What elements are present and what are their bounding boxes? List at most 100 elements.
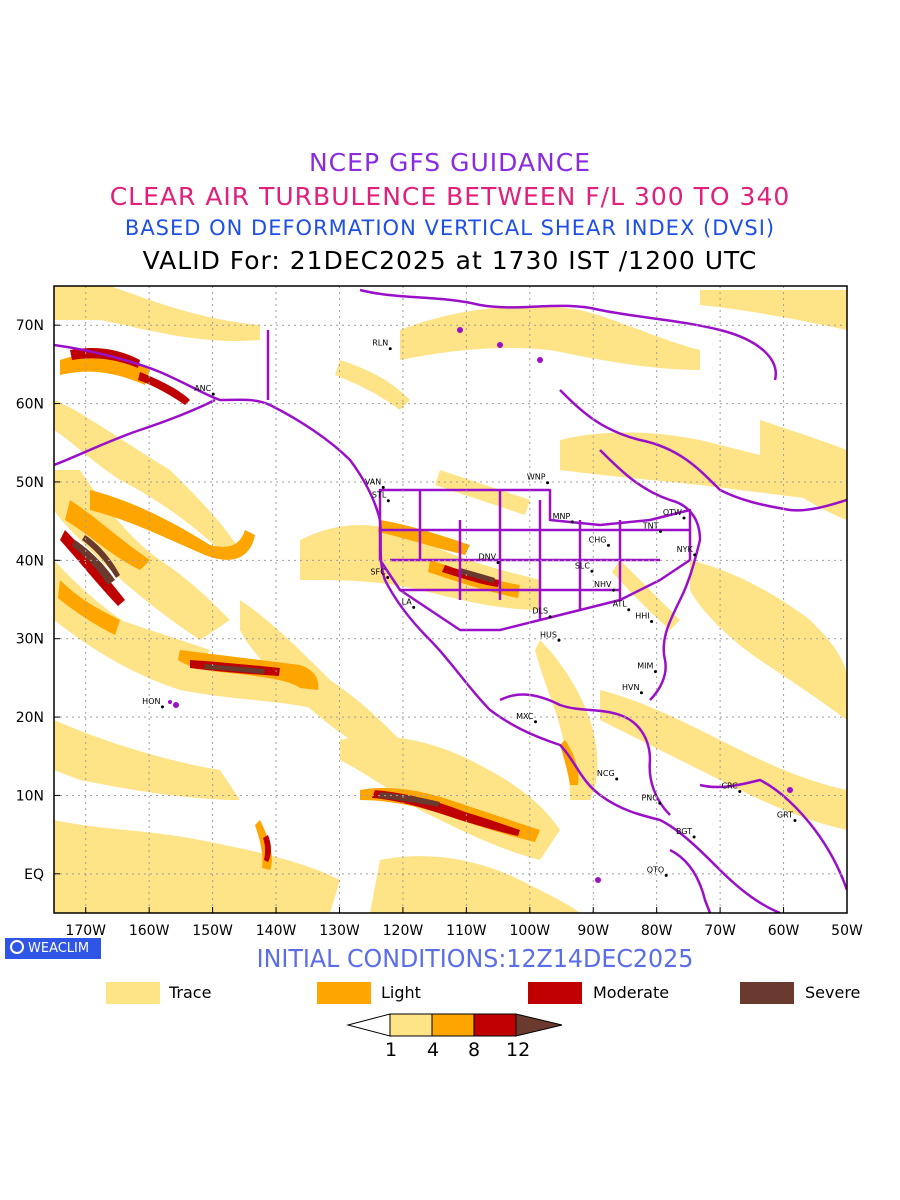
station-marker <box>496 561 500 565</box>
lon-label: 90W <box>577 923 609 939</box>
legend-label-moderate: Moderate <box>593 983 670 1002</box>
station-marker <box>548 615 552 619</box>
station-marker <box>412 605 416 609</box>
station-marker <box>160 705 164 709</box>
station-label: HHI <box>635 611 649 620</box>
station-label: CRC <box>721 782 738 791</box>
station-label: NYK <box>677 545 694 554</box>
station-marker <box>658 529 662 533</box>
legend-label-severe: Severe <box>805 983 861 1002</box>
colorbar-tick-1: 1 <box>385 1039 398 1061</box>
station-label: DNV <box>478 553 496 562</box>
station-label: TNT <box>642 521 659 530</box>
station-marker <box>570 520 574 524</box>
station-marker <box>590 569 594 573</box>
station-label: DLS <box>532 607 548 616</box>
colorbar-trace <box>389 1013 433 1037</box>
station-marker <box>682 516 686 520</box>
lon-label: 50W <box>831 923 863 939</box>
lon-label: 80W <box>641 923 673 939</box>
station-marker <box>658 801 662 805</box>
severe-areas <box>72 535 495 807</box>
station-marker <box>615 777 619 781</box>
lat-label: 70N <box>16 318 44 334</box>
station-labels: ANC RLN VAN STL WNP MNP CHG TNT OTW NYK DNV SFC LA SL… <box>142 339 797 877</box>
legend-swatch-trace <box>106 982 160 1004</box>
legend-swatch-moderate <box>528 982 582 1004</box>
station-marker <box>386 499 390 503</box>
station-label: ATL <box>613 600 628 609</box>
coastlines <box>54 288 847 913</box>
station-label: MIM <box>637 662 653 671</box>
station-label: NCG <box>597 769 615 778</box>
station-label: NHV <box>594 580 612 589</box>
station-label: MNP <box>553 512 571 521</box>
lon-label: 70W <box>704 923 736 939</box>
latitude-labels: 70N 60N 50N 40N 30N 20N 10N EQ <box>16 318 44 883</box>
colorbar-severe <box>515 1013 563 1037</box>
station-marker <box>738 790 742 794</box>
colorbar <box>346 1013 563 1037</box>
lon-label: 170W <box>65 923 106 939</box>
station-marker <box>211 392 215 396</box>
station-label: MXC <box>516 712 534 721</box>
lat-label: 10N <box>16 788 44 804</box>
legend-label-light: Light <box>381 983 421 1002</box>
valid-time-title: VALID For: 21DEC2025 at 1730 IST /1200 U… <box>142 246 758 275</box>
lat-label: 60N <box>16 397 44 413</box>
station-label: LA <box>402 597 413 606</box>
station-marker <box>557 638 561 642</box>
station-marker <box>627 608 631 612</box>
lon-label: 100W <box>510 923 551 939</box>
lat-label: 20N <box>16 710 44 726</box>
legend-swatch-severe <box>740 982 794 1004</box>
map-field: ANC RLN VAN STL WNP MNP CHG TNT OTW NYK DNV SFC LA SL… <box>54 286 847 913</box>
weaclim-ring-icon <box>10 940 24 954</box>
gridlines <box>54 286 847 913</box>
legend-label-trace: Trace <box>169 983 212 1002</box>
lon-label: 120W <box>383 923 424 939</box>
station-label: STL <box>372 491 387 500</box>
lat-label: 40N <box>16 553 44 569</box>
colorbar-under <box>346 1013 391 1037</box>
station-label: QTO <box>647 865 664 874</box>
longitude-labels: 170W 160W 150W 140W 130W 120W 110W 100W 90W 80W 70… <box>65 923 863 939</box>
station-label: HVN <box>622 683 639 692</box>
turbulence-map: ANC RLN VAN STL WNP MNP CHG TNT OTW NYK DNV SFC LA SL… <box>16 285 863 939</box>
station-label: VAN <box>365 477 381 486</box>
initial-conditions: INITIAL CONDITIONS:12Z14DEC2025 <box>256 944 694 973</box>
station-marker <box>692 835 696 839</box>
station-marker <box>388 347 392 351</box>
station-marker <box>534 720 538 724</box>
map-frame <box>53 285 848 914</box>
station-label: SLC <box>575 561 591 570</box>
colorbar-light <box>431 1013 475 1037</box>
lon-label: 110W <box>446 923 487 939</box>
weaclim-logo: WEACLIM <box>5 938 101 959</box>
station-label: SFC <box>370 568 386 577</box>
station-label: OTW <box>663 508 682 517</box>
product-title: NCEP GFS GUIDANCE <box>308 148 591 177</box>
lon-label: 130W <box>319 923 360 939</box>
station-label: CHG <box>589 535 607 544</box>
colorbar-tick-12: 12 <box>506 1039 531 1061</box>
colorbar-tick-8: 8 <box>468 1039 481 1061</box>
station-label: BGT <box>676 827 692 836</box>
lon-label: 140W <box>256 923 297 939</box>
station-marker <box>612 588 616 592</box>
station-marker <box>653 670 657 674</box>
station-label: GRT <box>777 811 793 820</box>
station-label: HON <box>142 697 160 706</box>
lat-label: 50N <box>16 475 44 491</box>
method-title: BASED ON DEFORMATION VERTICAL SHEAR INDE… <box>124 216 776 240</box>
colorbar-tick-4: 4 <box>427 1039 440 1061</box>
station-marker <box>381 485 385 489</box>
lon-label: 150W <box>192 923 233 939</box>
brand-text: WEACLIM <box>28 941 90 956</box>
station-label: WNP <box>527 473 546 482</box>
station-marker <box>650 619 654 623</box>
lon-label: 160W <box>129 923 170 939</box>
station-marker <box>693 553 697 557</box>
lon-label: 60W <box>768 923 800 939</box>
station-label: HUS <box>540 630 557 639</box>
